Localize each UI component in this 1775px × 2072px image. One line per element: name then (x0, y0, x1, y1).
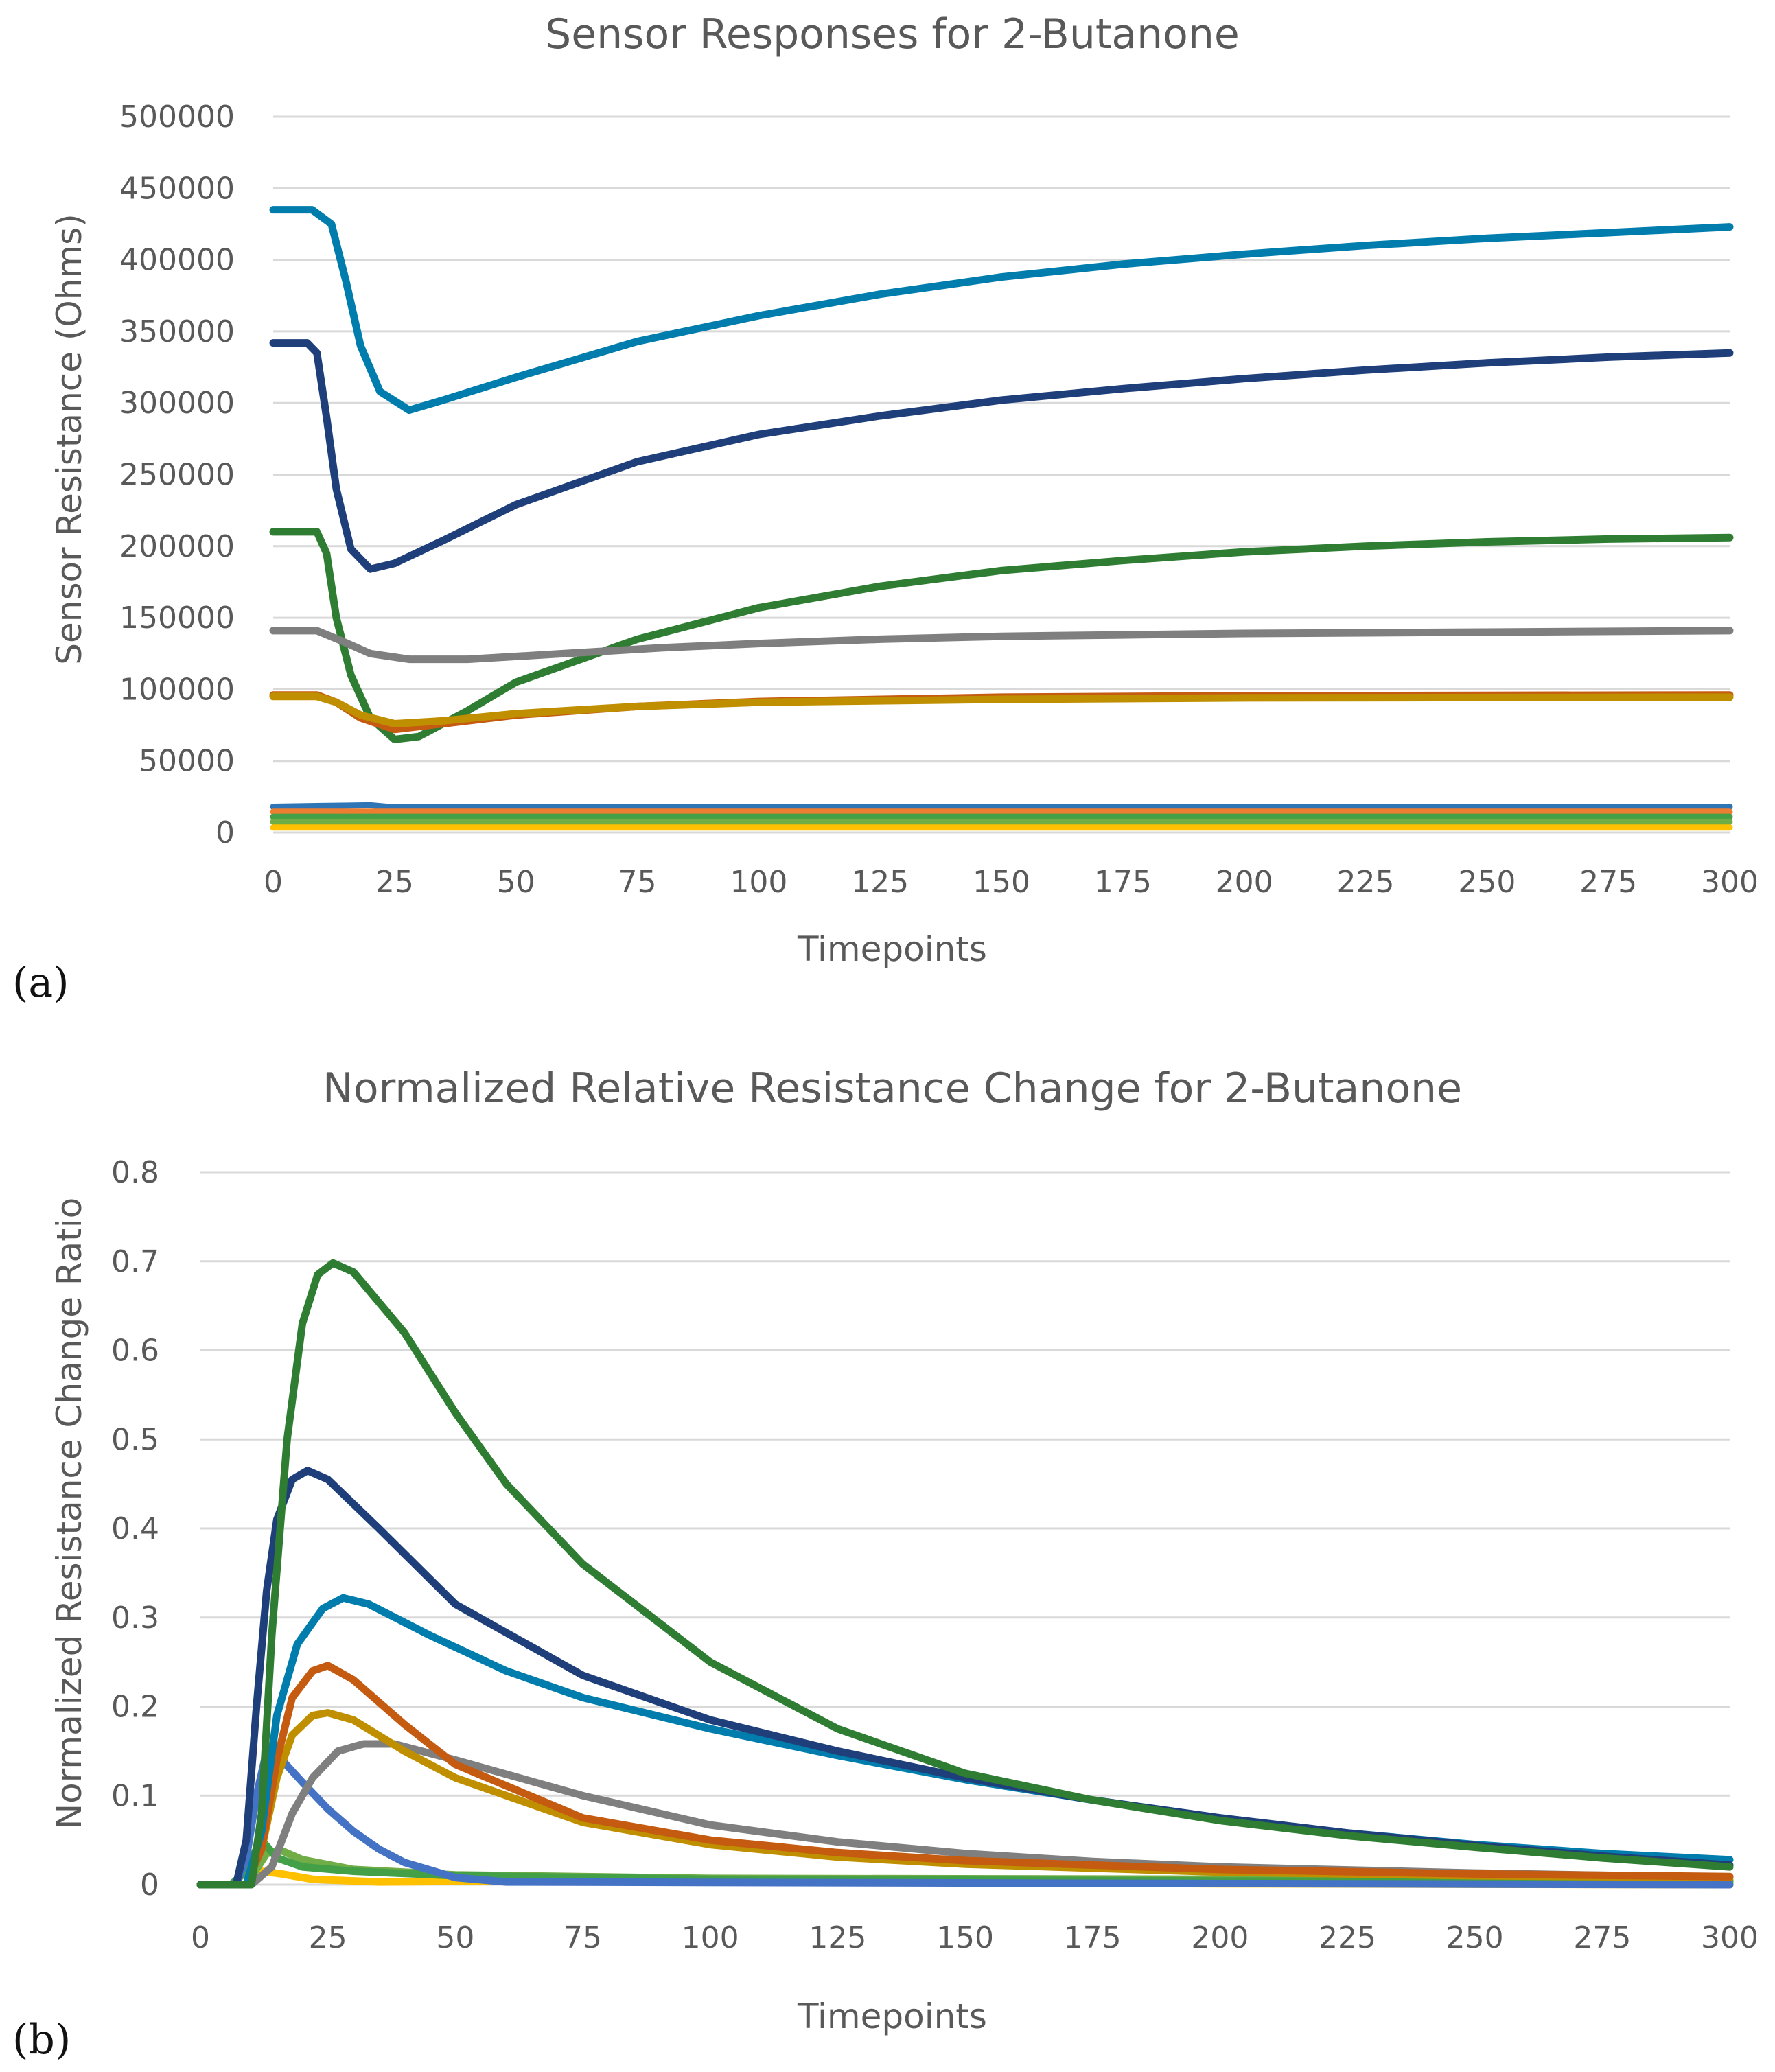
chart-b-x-tick-label: 300 (1701, 1920, 1759, 1955)
chart-a-x-tick-label: 150 (973, 865, 1030, 900)
chart-a-series-sensor-8 (269, 528, 1734, 743)
chart-b-y-tick-label: 0.7 (111, 1244, 159, 1279)
chart-b-x-tick-label: 150 (936, 1920, 994, 1955)
chart-b-y-tick-label: 0.4 (111, 1511, 159, 1546)
chart-a-y-tick-label: 50000 (139, 744, 235, 779)
chart-a-series-sensor-1 (270, 802, 1733, 811)
chart-a-x-tick-label: 75 (618, 865, 657, 900)
chart-a-x-tick-label: 200 (1216, 865, 1273, 900)
chart-a-y-tick-label: 300000 (119, 386, 235, 421)
chart-b-y-tick-label: 0.1 (111, 1778, 159, 1813)
chart-a-x-ticks: 0 25 50 75 100 125 150 175 200 225 250 275 300 (264, 865, 1759, 900)
chart-a-x-axis-label: Timepoints (797, 929, 987, 969)
chart-a: Sensor Responses for 2-Butanone 0 50000 10… (12, 10, 1759, 1007)
chart-b-y-ticks: 0 0.1 0.2 0.3 0.4 0.5 0.6 0.7 0.8 (111, 1155, 159, 1902)
chart-b-x-tick-label: 25 (309, 1920, 347, 1955)
chart-a-x-tick-label: 225 (1337, 865, 1395, 900)
chart-a-y-tick-label: 500000 (119, 100, 235, 135)
chart-a-y-tick-label: 250000 (119, 458, 235, 493)
chart-b-x-tick-label: 200 (1191, 1920, 1249, 1955)
chart-b-y-tick-label: 0.5 (111, 1422, 159, 1457)
panel-label-a: (a) (12, 959, 69, 1007)
chart-a-x-tick-label: 175 (1094, 865, 1152, 900)
chart-b-y-tick-label: 0.6 (111, 1334, 159, 1369)
chart-b-series-sensor-8 (196, 1259, 1734, 1889)
chart-b-series-sensor-7 (196, 1467, 1734, 1889)
panel-label-b: (b) (12, 2016, 71, 2064)
chart-a-series (269, 206, 1734, 831)
chart-a-y-tick-label: 200000 (119, 529, 235, 564)
chart-b: Normalized Relative Resistance Change fo… (12, 1064, 1759, 2064)
chart-b-y-tick-label: 0.8 (111, 1155, 159, 1190)
chart-a-y-ticks: 0 50000 100000 150000 200000 250000 300000 3500… (119, 100, 235, 850)
chart-b-x-axis-label: Timepoints (797, 1997, 987, 2036)
chart-b-series (196, 1259, 1734, 1889)
chart-a-y-axis-label: Sensor Resistance (Ohms) (49, 213, 89, 664)
chart-b-title: Normalized Relative Resistance Change fo… (323, 1064, 1462, 1113)
chart-a-series-sensor-11 (269, 692, 1734, 727)
chart-a-x-tick-label: 300 (1701, 865, 1759, 900)
chart-b-x-tick-label: 50 (436, 1920, 474, 1955)
chart-a-series-sensor-7 (269, 339, 1734, 573)
chart-a-x-tick-label: 100 (730, 865, 787, 900)
chart-a-title: Sensor Responses for 2-Butanone (545, 10, 1240, 58)
chart-a-y-tick-label: 350000 (119, 314, 235, 349)
chart-a-x-tick-label: 125 (851, 865, 909, 900)
chart-b-y-tick-label: 0.2 (111, 1690, 159, 1725)
chart-a-y-tick-label: 0 (216, 815, 235, 850)
chart-b-x-tick-label: 125 (809, 1920, 866, 1955)
chart-b-y-tick-label: 0 (140, 1867, 159, 1902)
chart-b-y-tick-label: 0.3 (111, 1600, 159, 1636)
chart-a-series-sensor-9 (269, 627, 1734, 664)
chart-b-x-tick-label: 225 (1319, 1920, 1376, 1955)
chart-a-y-tick-label: 400000 (119, 243, 235, 278)
chart-b-x-tick-label: 175 (1064, 1920, 1122, 1955)
chart-b-x-tick-label: 275 (1573, 1920, 1631, 1955)
chart-a-x-tick-label: 275 (1579, 865, 1637, 900)
chart-a-x-tick-label: 50 (497, 865, 535, 900)
chart-b-x-tick-label: 75 (564, 1920, 602, 1955)
chart-a-series-sensor-6 (269, 206, 1734, 415)
chart-a-grid (273, 115, 1730, 834)
chart-a-x-tick-label: 25 (375, 865, 414, 900)
chart-b-y-axis-label: Normalized Resistance Change Ratio (49, 1198, 89, 1829)
chart-a-x-tick-label: 250 (1458, 865, 1516, 900)
chart-b-x-tick-label: 250 (1446, 1920, 1504, 1955)
chart-b-x-tick-label: 0 (191, 1920, 210, 1955)
chart-a-x-tick-label: 0 (264, 865, 283, 900)
chart-a-y-tick-label: 150000 (119, 601, 235, 636)
chart-a-y-tick-label: 450000 (119, 171, 235, 206)
chart-b-series-sensor-10 (196, 1662, 1734, 1889)
chart-b-x-tick-label: 100 (682, 1920, 739, 1955)
chart-a-y-tick-label: 100000 (119, 672, 235, 707)
chart-b-x-ticks: 0 25 50 75 100 125 150 175 200 225 250 275 300 (191, 1920, 1759, 1955)
